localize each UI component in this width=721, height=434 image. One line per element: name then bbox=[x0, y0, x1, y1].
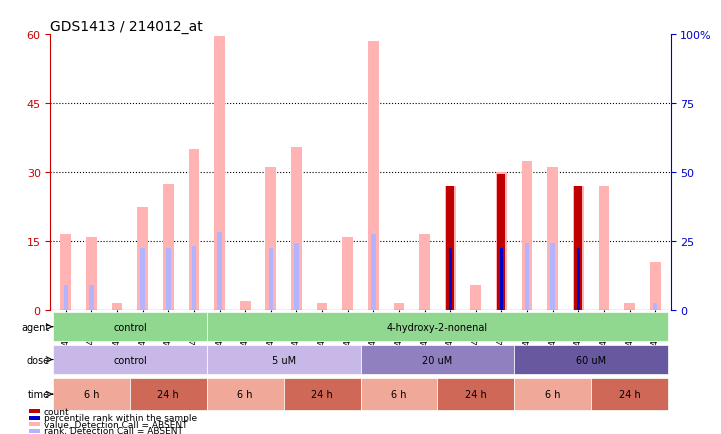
Bar bbox=[86, 237, 97, 311]
FancyBboxPatch shape bbox=[53, 312, 207, 342]
Text: time: time bbox=[28, 389, 50, 399]
Bar bbox=[342, 237, 353, 311]
Bar bbox=[294, 244, 298, 311]
Text: 5 uM: 5 uM bbox=[272, 355, 296, 365]
Bar bbox=[112, 304, 123, 311]
Text: 24 h: 24 h bbox=[157, 389, 180, 399]
Bar bbox=[240, 301, 251, 311]
Bar bbox=[499, 249, 504, 311]
Bar bbox=[63, 285, 68, 311]
Text: 24 h: 24 h bbox=[465, 389, 487, 399]
Bar bbox=[29, 409, 40, 413]
Bar bbox=[137, 207, 148, 311]
Text: 6 h: 6 h bbox=[237, 389, 253, 399]
Bar bbox=[445, 187, 456, 311]
FancyBboxPatch shape bbox=[360, 378, 438, 411]
FancyBboxPatch shape bbox=[130, 378, 207, 411]
Bar bbox=[394, 304, 404, 311]
Bar bbox=[547, 168, 558, 311]
Bar bbox=[550, 244, 555, 311]
Bar bbox=[141, 249, 145, 311]
Bar bbox=[419, 235, 430, 311]
Bar bbox=[448, 251, 452, 311]
Text: 6 h: 6 h bbox=[545, 389, 560, 399]
Text: agent: agent bbox=[22, 322, 50, 332]
Bar bbox=[269, 249, 273, 311]
Text: 24 h: 24 h bbox=[311, 389, 333, 399]
Text: count: count bbox=[44, 407, 70, 416]
Text: 4-hydroxy-2-nonenal: 4-hydroxy-2-nonenal bbox=[386, 322, 488, 332]
Bar bbox=[371, 235, 376, 311]
Bar bbox=[496, 173, 507, 311]
Bar bbox=[576, 249, 580, 311]
Text: 6 h: 6 h bbox=[392, 389, 407, 399]
Text: rank, Detection Call = ABSENT: rank, Detection Call = ABSENT bbox=[44, 426, 183, 434]
Bar bbox=[574, 187, 583, 311]
Bar bbox=[29, 416, 40, 420]
Bar bbox=[189, 150, 199, 311]
Bar bbox=[291, 148, 302, 311]
Bar bbox=[577, 249, 580, 311]
Bar bbox=[500, 249, 503, 311]
Bar bbox=[317, 304, 327, 311]
Bar bbox=[192, 246, 196, 311]
Text: value, Detection Call = ABSENT: value, Detection Call = ABSENT bbox=[44, 420, 187, 429]
Text: 60 uM: 60 uM bbox=[576, 355, 606, 365]
Text: GDS1413 / 214012_at: GDS1413 / 214012_at bbox=[50, 20, 203, 34]
Bar bbox=[653, 304, 658, 311]
FancyBboxPatch shape bbox=[53, 345, 207, 375]
Bar bbox=[89, 285, 94, 311]
FancyBboxPatch shape bbox=[438, 378, 514, 411]
FancyBboxPatch shape bbox=[53, 378, 130, 411]
FancyBboxPatch shape bbox=[591, 378, 668, 411]
Bar bbox=[525, 244, 529, 311]
Bar bbox=[470, 285, 481, 311]
Bar bbox=[598, 187, 609, 311]
Bar bbox=[163, 184, 174, 311]
Text: 20 uM: 20 uM bbox=[423, 355, 453, 365]
Bar bbox=[650, 262, 660, 311]
FancyBboxPatch shape bbox=[514, 345, 668, 375]
Bar bbox=[214, 37, 225, 311]
FancyBboxPatch shape bbox=[360, 345, 514, 375]
Text: 6 h: 6 h bbox=[84, 389, 99, 399]
Text: control: control bbox=[113, 355, 147, 365]
Bar bbox=[522, 161, 532, 311]
Bar bbox=[573, 187, 584, 311]
Text: dose: dose bbox=[27, 355, 50, 365]
Bar bbox=[29, 429, 40, 433]
Bar bbox=[368, 42, 379, 311]
Text: 24 h: 24 h bbox=[619, 389, 640, 399]
Bar bbox=[217, 233, 222, 311]
FancyBboxPatch shape bbox=[514, 378, 591, 411]
Bar bbox=[497, 175, 505, 311]
FancyBboxPatch shape bbox=[283, 378, 360, 411]
Text: percentile rank within the sample: percentile rank within the sample bbox=[44, 413, 197, 422]
Bar bbox=[265, 168, 276, 311]
Bar bbox=[446, 187, 454, 311]
FancyBboxPatch shape bbox=[207, 345, 360, 375]
Bar bbox=[448, 249, 452, 311]
Text: control: control bbox=[113, 322, 147, 332]
FancyBboxPatch shape bbox=[207, 378, 283, 411]
FancyBboxPatch shape bbox=[207, 312, 668, 342]
Bar bbox=[166, 249, 171, 311]
Bar bbox=[61, 235, 71, 311]
Bar bbox=[29, 422, 40, 426]
Bar bbox=[624, 304, 635, 311]
